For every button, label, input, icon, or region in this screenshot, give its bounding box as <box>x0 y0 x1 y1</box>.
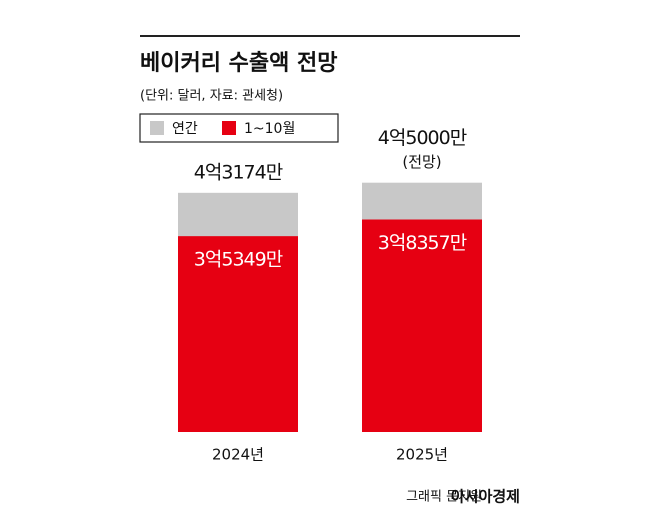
legend-label: 연간 <box>172 121 198 137</box>
legend-swatch <box>150 121 164 135</box>
legend-label: 1~10월 <box>244 121 295 137</box>
value-label: 3억8357만 <box>378 232 467 254</box>
bar <box>362 219 482 432</box>
x-tick-label: 2024년 <box>212 446 264 464</box>
x-tick-label: 2025년 <box>396 446 448 464</box>
annotation: (전망) <box>402 153 441 171</box>
credit: 그래픽 문지원 <box>406 490 482 505</box>
value-label: 4억5000만 <box>378 127 467 149</box>
legend-swatch <box>222 121 236 135</box>
value-label: 3억5349만 <box>194 249 283 271</box>
value-label: 4억3174만 <box>194 161 283 183</box>
brand: 아시아경제 <box>451 488 520 506</box>
chart-subtitle: (단위: 달러, 자료: 관세청) <box>140 89 283 104</box>
bar <box>178 236 298 432</box>
legend-box <box>139 113 339 143</box>
chart-title: 베이커리 수출액 전망 <box>140 51 337 76</box>
